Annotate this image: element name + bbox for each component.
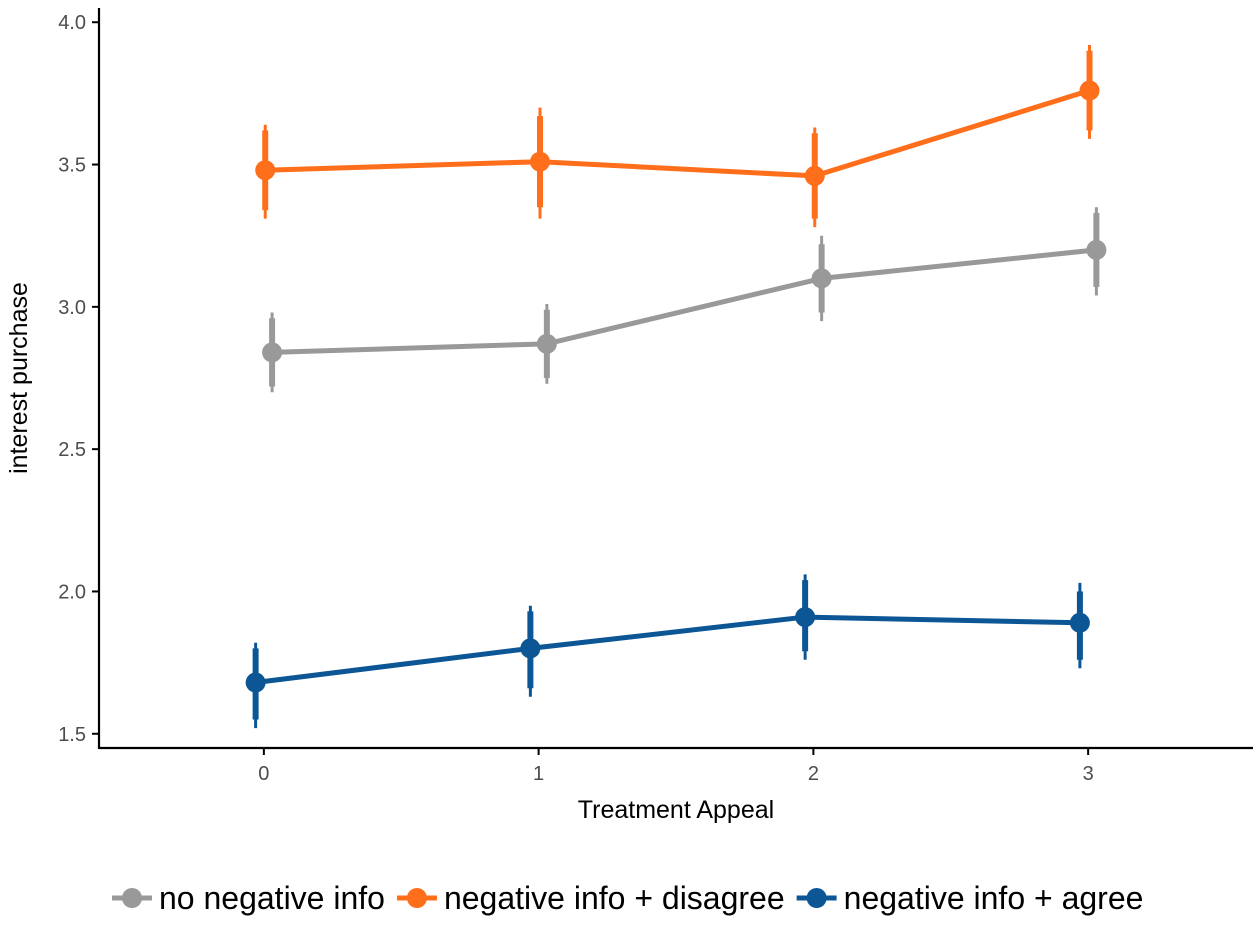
- data-point: [1079, 80, 1100, 101]
- legend-label: negative info + disagree: [444, 880, 785, 916]
- series-line: [255, 614, 1080, 686]
- y-tick-label: 2.0: [58, 581, 86, 603]
- data-point: [1086, 239, 1107, 260]
- y-tick-label: 3.0: [58, 297, 86, 319]
- series-1: [262, 207, 1107, 393]
- x-tick-label: 3: [1083, 763, 1094, 785]
- legend-label: no negative info: [159, 880, 385, 916]
- data-point: [795, 607, 816, 628]
- data-point: [255, 160, 276, 181]
- x-tick-label: 2: [808, 763, 819, 785]
- data-point: [529, 151, 550, 172]
- y-tick-label: 1.5: [58, 724, 86, 746]
- data-point: [245, 672, 266, 693]
- legend-item-1: no negative info: [112, 880, 385, 916]
- data-point: [811, 268, 832, 289]
- legend-item-3: negative info + agree: [796, 880, 1144, 916]
- data-point: [804, 165, 825, 186]
- data-point: [536, 333, 557, 354]
- x-axis-title: Treatment Appeal: [578, 796, 774, 824]
- data-point: [262, 342, 283, 363]
- series-3: [245, 574, 1090, 729]
- x-tick-label: 0: [258, 763, 269, 785]
- y-tick-label: 3.5: [58, 155, 86, 177]
- data-point: [520, 638, 541, 659]
- series-line: [265, 88, 1091, 179]
- legend-key-point: [406, 888, 427, 908]
- legend-label: negative info + agree: [844, 880, 1144, 916]
- axes: 1.5 2.0 2.5 3.0 3.5 4.0 0 1 2 3: [58, 12, 1094, 785]
- legend-item-2: negative info + disagree: [396, 880, 785, 916]
- y-axis-title: interest purchase: [5, 282, 33, 474]
- x-tick-label: 1: [533, 763, 544, 785]
- legend-key-point: [806, 888, 827, 908]
- legend: no negative info negative info + disagree…: [112, 880, 1143, 916]
- legend-key-point: [122, 888, 142, 908]
- plot-area: [245, 45, 1107, 729]
- y-tick-label: 2.5: [58, 439, 86, 461]
- data-point: [1069, 612, 1090, 633]
- y-tick-label: 4.0: [58, 12, 86, 34]
- series-line: [272, 247, 1097, 355]
- series-2: [255, 45, 1100, 228]
